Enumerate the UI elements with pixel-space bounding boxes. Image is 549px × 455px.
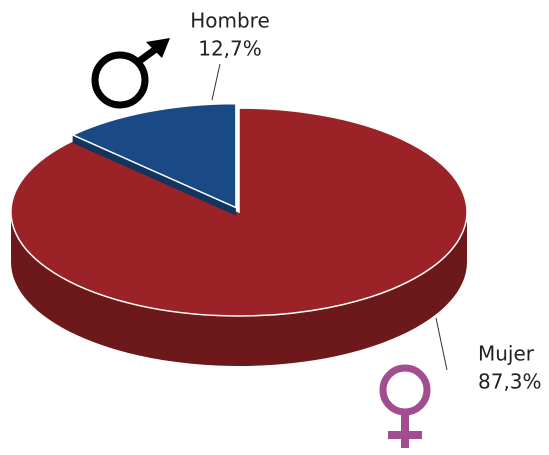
pie-edge	[72, 134, 236, 216]
slice-label: Hombre	[190, 9, 270, 33]
pie-slice	[10, 107, 468, 317]
leader-line	[435, 317, 448, 371]
slice-value: 12,7%	[198, 37, 262, 61]
slice-label: Mujer	[478, 342, 535, 366]
leader-line	[211, 63, 221, 101]
male-icon	[91, 38, 170, 109]
slice-value: 87,3%	[478, 370, 542, 394]
pie-slice	[70, 102, 237, 209]
pie-side	[11, 212, 467, 366]
female-icon	[379, 364, 431, 448]
